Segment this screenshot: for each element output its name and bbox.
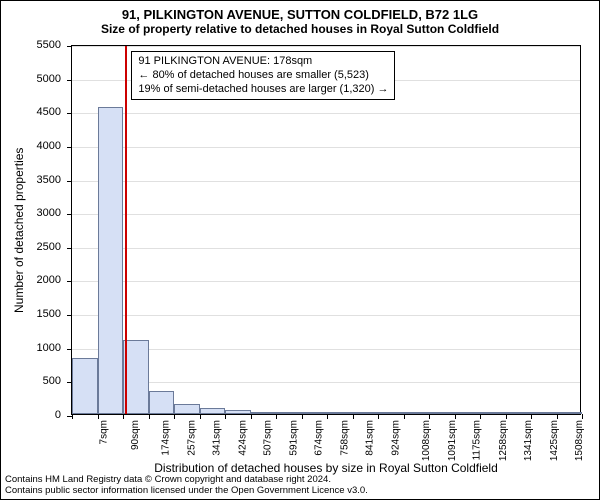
plot-area: 91 PILKINGTON AVENUE: 178sqm← 80% of det… (71, 45, 581, 415)
histogram-bar (225, 410, 251, 414)
gridline-h (72, 181, 580, 182)
info-box: 91 PILKINGTON AVENUE: 178sqm← 80% of det… (131, 51, 395, 100)
x-tick-label: 1508sqm (574, 420, 585, 461)
y-tick-mark (67, 181, 72, 182)
x-tick-label: 424sqm (237, 420, 248, 456)
chart-title: 91, PILKINGTON AVENUE, SUTTON COLDFIELD,… (1, 1, 599, 22)
plot-wrap: 91 PILKINGTON AVENUE: 178sqm← 80% of det… (71, 45, 581, 415)
y-tick-label: 3500 (37, 174, 65, 186)
y-tick-mark (67, 349, 72, 350)
attribution: Contains HM Land Registry data © Crown c… (5, 475, 368, 497)
histogram-bar (200, 408, 226, 414)
x-tick-label: 507sqm (263, 420, 274, 456)
y-tick-mark (67, 147, 72, 148)
gridline-h (72, 46, 580, 47)
x-tick-label: 841sqm (365, 420, 376, 456)
x-tick-label: 758sqm (339, 420, 350, 456)
info-box-line1: 91 PILKINGTON AVENUE: 178sqm (138, 55, 388, 69)
gridline-h (72, 281, 580, 282)
histogram-bar (455, 412, 481, 414)
x-tick-label: 924sqm (390, 420, 401, 456)
x-axis-title: Distribution of detached houses by size … (71, 461, 581, 475)
x-tick-label: 341sqm (212, 420, 223, 456)
histogram-bar (404, 412, 430, 414)
x-tick-label: 174sqm (161, 420, 172, 456)
histogram-bar (327, 412, 353, 414)
histogram-bar (378, 412, 404, 414)
histogram-bar (174, 404, 200, 414)
gridline-h (72, 147, 580, 148)
y-tick-label: 5000 (37, 73, 65, 85)
x-tick-label: 1175sqm (471, 420, 482, 460)
histogram-bar (98, 107, 124, 414)
histogram-bar (480, 412, 506, 414)
y-tick-label: 4500 (37, 106, 65, 118)
gridline-h (72, 315, 580, 316)
y-tick-mark (67, 80, 72, 81)
x-tick-label: 1258sqm (498, 420, 509, 461)
histogram-bar (353, 412, 379, 414)
gridline-h (72, 248, 580, 249)
y-tick-label: 1500 (37, 308, 65, 320)
y-tick-label: 3000 (37, 207, 65, 219)
y-tick-label: 2000 (37, 274, 65, 286)
x-tick-label: 591sqm (288, 420, 299, 456)
x-tick-label: 1091sqm (447, 420, 458, 461)
x-tick-label: 1425sqm (549, 420, 560, 461)
y-tick-label: 2500 (37, 241, 65, 253)
chart-container: 91, PILKINGTON AVENUE, SUTTON COLDFIELD,… (0, 0, 600, 500)
info-box-line2: ← 80% of detached houses are smaller (5,… (138, 69, 388, 83)
x-tick-mark (582, 414, 583, 419)
y-tick-mark (67, 315, 72, 316)
histogram-bar (149, 391, 175, 414)
histogram-bar (531, 412, 557, 414)
info-box-line3: 19% of semi-detached houses are larger (… (138, 83, 388, 97)
y-tick-mark (67, 248, 72, 249)
chart-subtitle: Size of property relative to detached ho… (1, 22, 599, 40)
y-tick-mark (67, 281, 72, 282)
marker-line (125, 46, 127, 414)
y-tick-label: 1000 (37, 342, 65, 354)
histogram-bar (302, 412, 328, 414)
gridline-h (72, 214, 580, 215)
x-tick-label: 257sqm (186, 420, 197, 456)
x-tick-label: 674sqm (314, 420, 325, 456)
y-tick-mark (67, 214, 72, 215)
x-tick-label: 90sqm (130, 420, 141, 450)
x-tick-label: 1008sqm (421, 420, 432, 461)
y-tick-label: 500 (43, 375, 65, 387)
y-tick-label: 0 (55, 409, 65, 421)
histogram-bar (557, 412, 583, 414)
attribution-line2: Contains public sector information licen… (5, 486, 368, 497)
y-axis-labels: 0500100015002000250030003500400045005000… (1, 45, 65, 415)
histogram-bar (251, 412, 277, 414)
histogram-bar (429, 412, 455, 414)
y-tick-label: 4000 (37, 140, 65, 152)
x-tick-label: 7sqm (98, 420, 109, 444)
y-tick-label: 5500 (37, 39, 65, 51)
histogram-bar (72, 358, 98, 414)
histogram-bar (506, 412, 532, 414)
histogram-bar (276, 412, 302, 414)
gridline-h (72, 113, 580, 114)
y-tick-mark (67, 113, 72, 114)
x-tick-label: 1341sqm (523, 420, 534, 461)
y-tick-mark (67, 46, 72, 47)
